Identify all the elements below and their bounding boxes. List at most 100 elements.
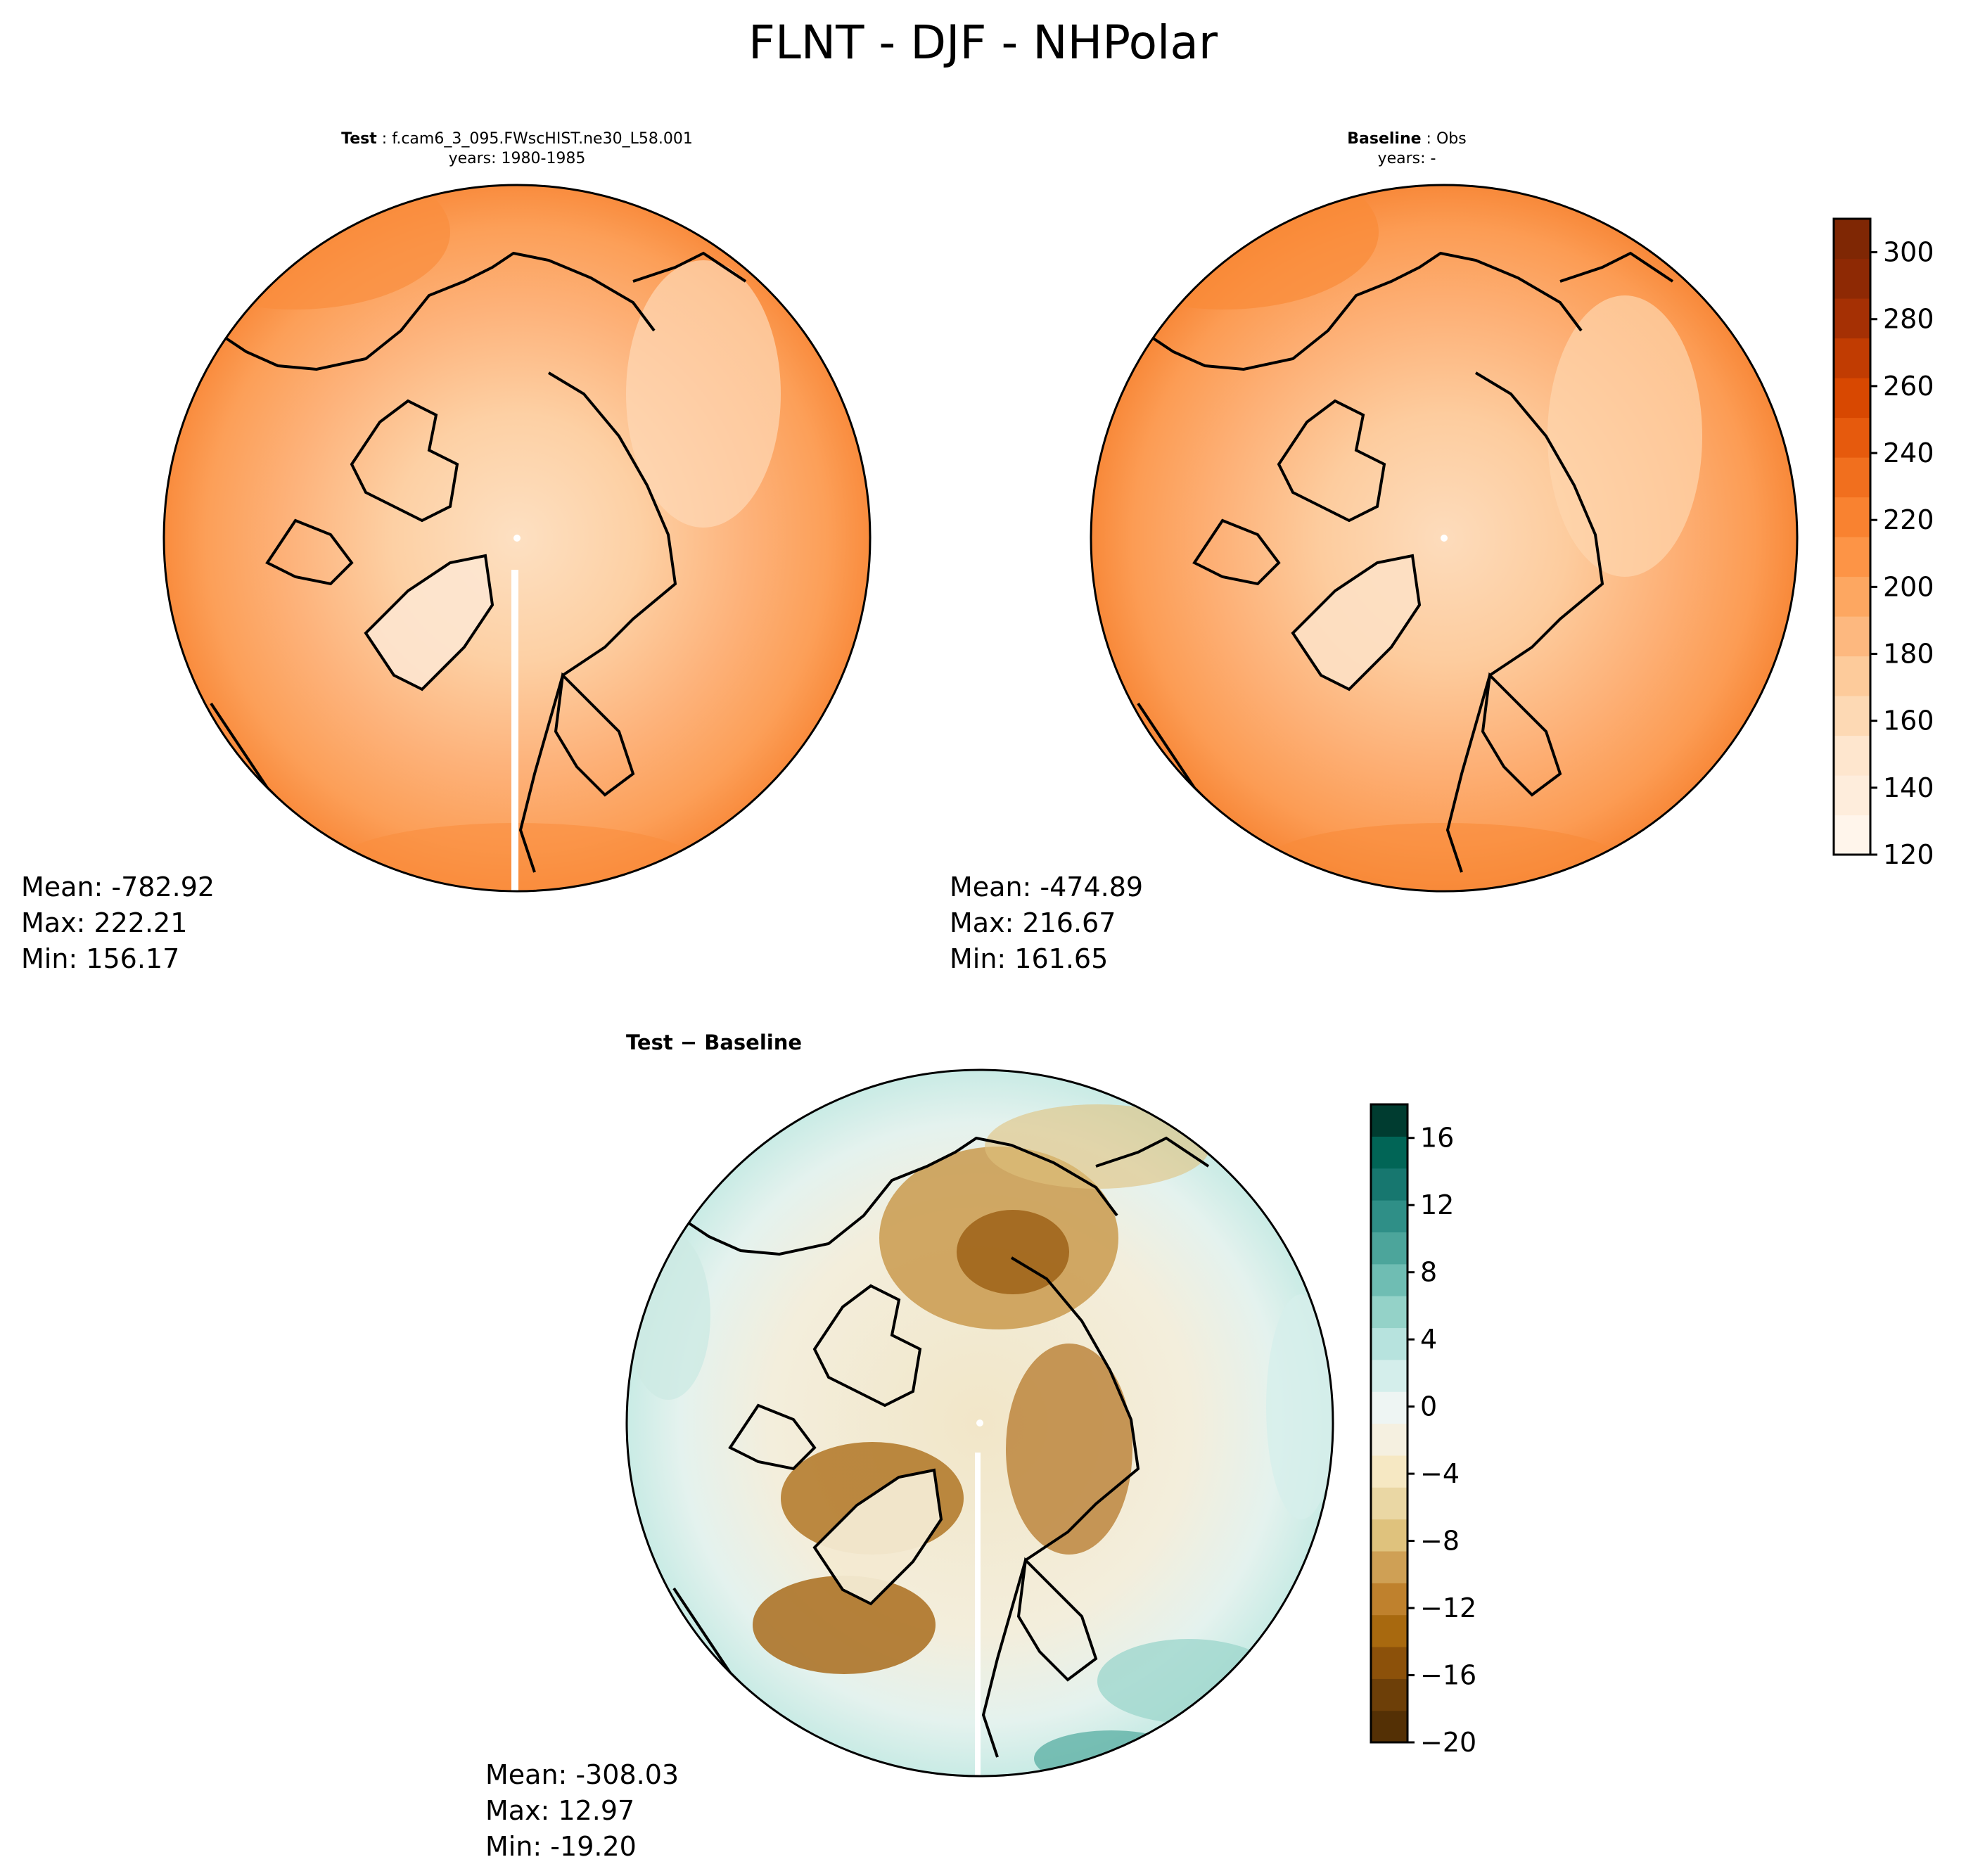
test-years: years: 1980-1985 [448,150,586,167]
diff-colorbar-segment [1371,1232,1408,1265]
abs-colorbar-segment [1834,696,1870,736]
abs-colorbar-tick-label: 140 [1883,772,1934,803]
abs-colorbar-segment [1834,775,1870,816]
baseline-panel-subtitle: Baseline : Obs years: - [1301,129,1512,169]
diff-colorbar-tick-label: 0 [1420,1391,1437,1422]
diff-colorbar-segment [1371,1423,1408,1456]
diff-colorbar-segment [1371,1359,1408,1392]
baseline-coastline-asia-east [1559,251,1674,283]
test-max: Max: 222.21 [21,907,188,938]
diff-colorbar-segment [1371,1519,1408,1552]
diff-colorbar-segment [1371,1296,1408,1329]
test-min: Min: 156.17 [21,943,180,974]
abs-colorbar-segment [1834,258,1870,299]
baseline-max: Max: 216.67 [950,907,1116,938]
diff-colorbar-tick-label: 12 [1420,1189,1454,1220]
test-coastline-north-america [224,251,656,371]
test-map [162,184,872,893]
diff-colorbar-segment [1371,1646,1408,1679]
diff-panel-title: Test − Baseline [626,1030,803,1054]
colorbar-difference: −20 −16 −12 −8 −4 0 4 8 12 16 [1370,1103,1476,1758]
diff-coastline-arctic-islands [728,1284,922,1471]
diff-colorbar-segment [1371,1614,1408,1647]
diff-stats: Mean: -308.03 Max: 12.97 Min: -19.20 [485,1757,679,1865]
test-mean: Mean: -782.92 [21,872,215,902]
abs-colorbar-segment [1834,656,1870,696]
figure-title: FLNT - DJF - NHPolar [748,15,1218,70]
diff-colorbar-segment [1371,1487,1408,1520]
test-coastline-greenland [364,554,494,691]
test-coastline-scandinavia [554,672,635,797]
diff-colorbar-tick-label: −12 [1420,1593,1476,1623]
diff-greenland-light [815,1470,941,1604]
baseline-coastline-arctic-islands [1192,399,1386,586]
baseline-coastline-eurasia [1445,371,1604,873]
diff-colorbar-segment [1371,1327,1408,1360]
abs-colorbar-segment [1834,815,1870,855]
abs-colorbar-segment [1834,298,1870,339]
diff-colorbar-tick-label: 4 [1420,1324,1437,1355]
abs-colorbar-tick-label: 220 [1883,504,1934,535]
diff-missing-data-strip [975,1453,981,1776]
baseline-min: Min: 161.65 [950,943,1109,974]
test-coastline-eurasia [518,371,677,873]
baseline-years: years: - [1377,150,1436,167]
diff-map [625,1068,1334,1778]
baseline-coastline-north-america [1151,251,1583,371]
test-greenland-land [366,556,492,689]
diff-colorbar-segment [1371,1136,1408,1169]
abs-colorbar-segment [1834,537,1870,578]
diff-colorbar-segment [1371,1263,1408,1296]
test-missing-data-strip [511,570,518,891]
diff-colorbar-segment [1371,1583,1408,1616]
diff-colorbar-tick-label: 8 [1420,1257,1437,1288]
test-coastline-arctic-islands [265,399,459,586]
test-panel-subtitle: Test : f.cam6_3_095.FWscHIST.ne30_L58.00… [306,129,728,169]
test-label: Test [341,130,377,148]
diff-min: Min: -19.20 [485,1831,637,1862]
abs-colorbar-tick-label: 200 [1883,571,1934,602]
abs-colorbar-segment [1834,457,1870,498]
abs-colorbar-segment [1834,616,1870,657]
diff-colorbar-tick-label: −20 [1420,1727,1476,1758]
diff-colorbar-segment [1371,1678,1408,1711]
diff-colorbar-segment [1371,1710,1408,1743]
diff-coastline-eurasia [981,1256,1140,1758]
test-coastline-asia-east [632,251,747,283]
abs-colorbar-tick-label: 160 [1883,706,1934,736]
abs-colorbar-segment [1834,378,1870,419]
diff-colorbar-tick-label: −4 [1420,1458,1460,1489]
baseline-stats: Mean: -474.89 Max: 216.67 Min: 161.65 [950,869,1143,977]
diff-colorbar-segment [1371,1168,1408,1201]
baseline-greenland-land [1293,556,1419,689]
abs-colorbar-frame [1832,217,1872,856]
diff-coastline-scandinavia [1016,1557,1098,1682]
diff-colorbar-segment [1371,1455,1408,1488]
abs-colorbar-segment [1834,497,1870,537]
abs-colorbar-segment [1834,338,1870,378]
abs-colorbar-tick-label: 180 [1883,639,1934,670]
diff-colorbar-tick-label: 16 [1420,1123,1454,1154]
abs-colorbar-tick-label: 260 [1883,371,1934,402]
abs-colorbar-tick-label: 120 [1883,839,1934,870]
abs-colorbar-segment [1834,735,1870,776]
abs-colorbar-tick-label: 300 [1883,237,1934,268]
diff-colorbar-tick-label: −8 [1420,1526,1460,1557]
diff-coastline-asia-east [1095,1136,1210,1168]
diff-colorbar-segment [1371,1104,1408,1137]
abs-colorbar-tick-label: 240 [1883,438,1934,468]
test-stats: Mean: -782.92 Max: 222.21 Min: 156.17 [21,869,215,977]
diff-max: Max: 12.97 [485,1795,635,1826]
diff-mean: Mean: -308.03 [485,1759,679,1790]
diff-colorbar-segment [1371,1550,1408,1583]
diff-colorbar-segment [1371,1391,1408,1424]
diff-coastline-north-america [687,1136,1118,1256]
abs-colorbar-segment [1834,576,1870,617]
diff-colorbar-frame [1370,1103,1409,1744]
abs-colorbar-segment [1834,417,1870,458]
abs-colorbar-tick-label: 280 [1883,304,1934,335]
abs-colorbar-segment [1834,219,1870,260]
diff-colorbar-tick-label: −16 [1420,1660,1476,1691]
diff-coastline-greenland [812,1468,943,1606]
